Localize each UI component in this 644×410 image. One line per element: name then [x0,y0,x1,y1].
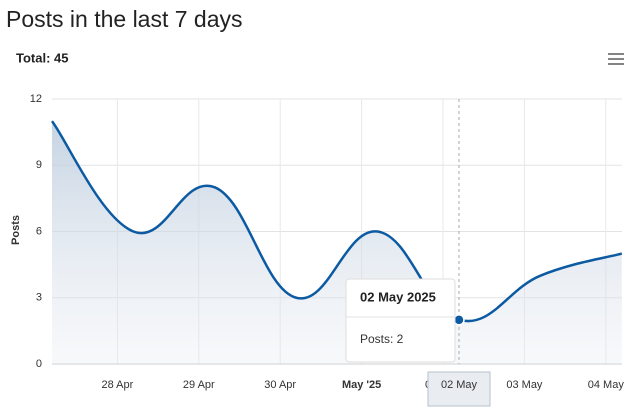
crosshair-label-box [427,371,491,407]
x-tick-label: 28 Apr [101,379,133,391]
x-tick-label: 29 Apr [183,379,215,391]
page-title: Posts in the last 7 days [6,6,243,32]
tooltip-box [345,278,456,363]
y-tick-label: 3 [36,292,42,304]
y-tick-label: 6 [36,225,42,237]
x-tick-label: 04 May [588,379,625,391]
crosshair-label: 02 May [441,379,478,391]
area [52,121,622,364]
subtitle: Total: 45 [16,50,69,65]
tooltip-text: Posts: 2 [360,332,404,346]
x-tick-label: 03 May [506,379,543,391]
y-axis-label: Posts [10,215,22,245]
y-tick-label: 9 [36,159,42,171]
tooltip-title: 02 May 2025 [360,289,436,304]
y-tick-label: 0 [36,358,42,370]
menu-icon[interactable] [608,53,624,65]
x-tick-label: 30 Apr [264,379,296,391]
line [50,120,623,323]
y-tick-label: 12 [30,93,42,105]
x-tick-label: May '25 [342,379,381,391]
